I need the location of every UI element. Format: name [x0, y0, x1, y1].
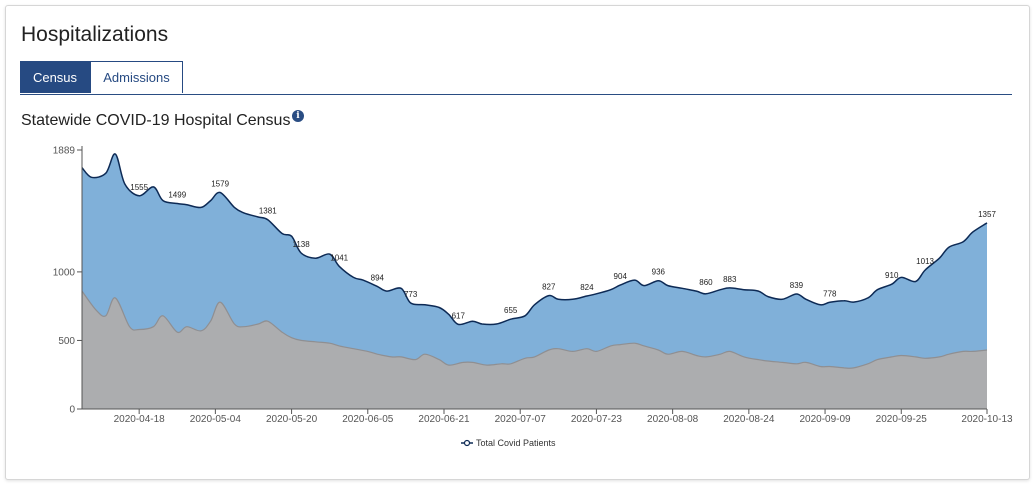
data-label: 824	[580, 283, 594, 292]
x-tick-label: 2020-10-13	[961, 414, 1013, 425]
x-tick-label: 2020-09-09	[799, 414, 851, 425]
data-label: 778	[823, 289, 837, 298]
legend-label: Total Covid Patients	[476, 438, 556, 448]
series-total-line	[81, 153, 988, 326]
chart-title: Statewide COVID-19 Hospital Census	[21, 112, 291, 129]
tab-bar: Census Admissions	[20, 61, 1012, 95]
data-label: 1041	[330, 253, 348, 262]
data-label: 617	[452, 311, 466, 320]
y-tick-label: 0	[69, 405, 75, 416]
tab-census[interactable]: Census	[20, 61, 90, 93]
x-tick-label: 2020-07-07	[495, 414, 547, 425]
data-label: 655	[504, 306, 518, 315]
data-label: 1013	[916, 257, 934, 266]
data-label: 827	[542, 283, 556, 292]
data-label: 904	[614, 272, 628, 281]
legend-swatch-marker	[463, 439, 471, 447]
x-tick-label: 2020-04-18	[114, 414, 166, 425]
data-label: 910	[885, 271, 899, 280]
x-tick-label: 2020-06-21	[418, 414, 470, 425]
page-title: Hospitalizations	[21, 23, 169, 46]
data-label: 1579	[211, 180, 229, 189]
series-secondary-line	[81, 290, 988, 369]
data-label: 773	[404, 290, 418, 299]
x-tick-label: 2020-08-24	[723, 414, 775, 425]
y-tick-label: 1889	[53, 146, 76, 157]
data-label: 1381	[259, 207, 277, 216]
data-label: 860	[699, 278, 713, 287]
data-label: 1138	[293, 240, 311, 249]
y-tick-label: 500	[58, 336, 75, 347]
data-label: 1555	[130, 183, 148, 192]
data-label: 936	[652, 268, 666, 277]
x-tick-label: 2020-05-04	[190, 414, 242, 425]
data-label: 883	[723, 275, 737, 284]
data-label: 1357	[978, 210, 996, 219]
series-secondary-area	[82, 291, 987, 409]
data-label: 1499	[168, 190, 186, 199]
x-tick-label: 2020-06-05	[342, 414, 394, 425]
tab-admissions[interactable]: Admissions	[90, 61, 183, 93]
x-tick-label: 2020-08-08	[647, 414, 699, 425]
info-icon[interactable]: i	[292, 110, 304, 122]
data-label: 894	[371, 273, 385, 282]
data-label: 839	[790, 281, 804, 290]
x-tick-label: 2020-05-20	[266, 414, 318, 425]
x-tick-label: 2020-07-23	[571, 414, 623, 425]
y-tick-label: 1000	[53, 267, 76, 278]
x-tick-label: 2020-09-25	[876, 414, 928, 425]
